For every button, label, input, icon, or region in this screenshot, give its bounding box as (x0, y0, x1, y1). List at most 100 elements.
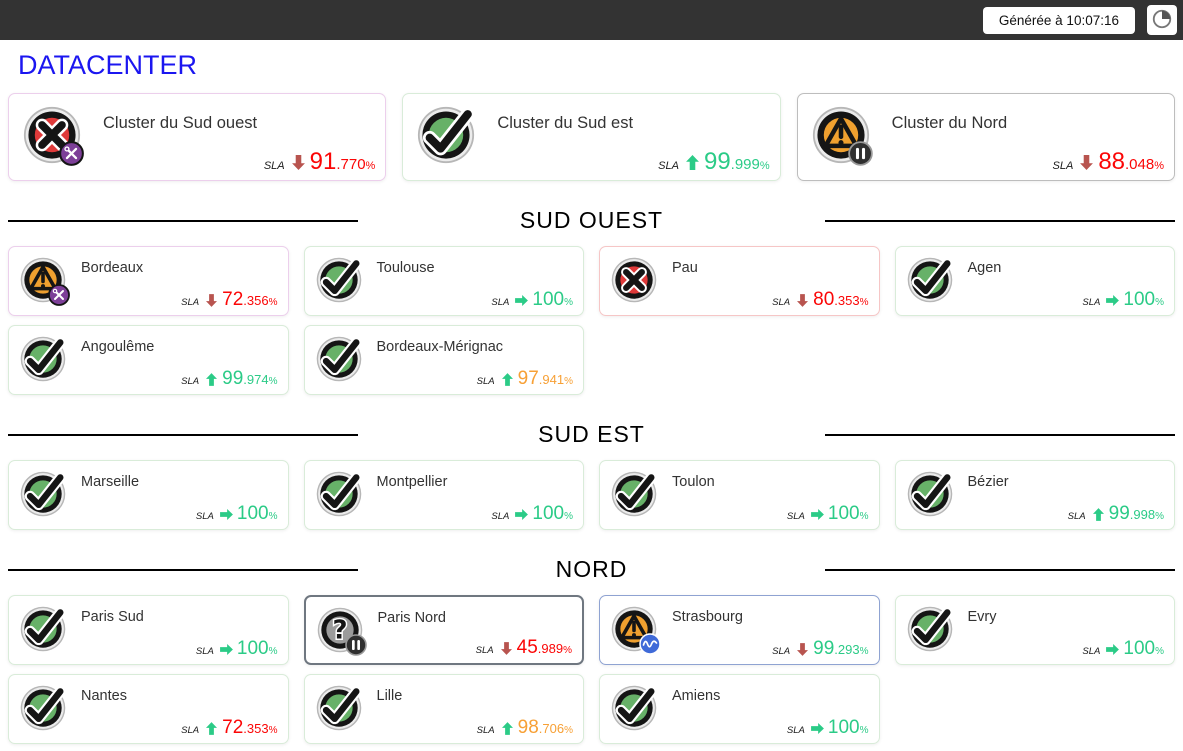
section-cards-grid: Bordeaux SLA 72.356% Toulouse SLA 100% (8, 246, 1175, 395)
trend-arrow-icon (797, 293, 809, 307)
section-header: SUD OUEST (8, 207, 1175, 234)
sections-root: SUD OUEST Bordeaux SLA 72.356% Tou (8, 207, 1175, 744)
status-card[interactable]: Agen SLA 100% (894, 246, 1175, 316)
page-title[interactable]: DATACENTER (18, 50, 198, 80)
section-title: SUD OUEST (519, 207, 664, 233)
region-section: NORD Paris Sud SLA 100% ? Paris Nord (8, 556, 1175, 744)
sla-value: 98.706% (518, 717, 573, 739)
section-divider-left (8, 568, 359, 571)
sla-value: 45.989% (517, 637, 572, 659)
status-card[interactable]: Amiens SLA 100% (599, 674, 880, 744)
status-card[interactable]: Toulon SLA 100% (599, 460, 880, 530)
card-title: Lille (376, 688, 403, 704)
trend-arrow-icon (515, 508, 529, 521)
sla-value-integer: 91 (309, 148, 337, 175)
status-card[interactable]: Montpellier SLA 100% (303, 460, 584, 530)
sla-value-integer: 100 (236, 638, 269, 659)
generated-at-badge: Générée à 10:07:16 (982, 6, 1135, 34)
sla-percent-sign: % (365, 160, 376, 172)
sla-value-integer: 99 (703, 148, 731, 175)
status-icon (316, 685, 362, 731)
sla-label: SLA (772, 646, 791, 657)
status-icon (907, 471, 953, 517)
status-card[interactable]: Marseille SLA 100% (8, 460, 289, 530)
card-title: Montpellier (376, 474, 448, 490)
sla-value-integer: 80 (813, 289, 835, 310)
sla-value: 100% (532, 289, 573, 311)
status-badge-icon (48, 284, 70, 306)
status-card[interactable]: ? Paris Nord SLA 45.989% (303, 595, 584, 665)
sla-percent-sign: % (759, 160, 770, 172)
card-title: Bordeaux (81, 260, 144, 276)
section-cards-grid: Marseille SLA 100% Montpellier SLA 100% (8, 460, 1175, 530)
trend-arrow-icon (219, 508, 233, 521)
section-divider-left (8, 433, 359, 436)
trend-arrow-icon (501, 721, 513, 735)
sla-percent-sign: % (859, 511, 869, 522)
trend-arrow-icon (1106, 294, 1120, 307)
status-card[interactable]: Angoulême SLA 99.974% (8, 325, 289, 395)
status-card[interactable]: Nantes SLA 72.353% (8, 674, 289, 744)
status-card[interactable]: Bordeaux SLA 72.356% (8, 246, 289, 316)
sla-percent-sign: % (268, 376, 278, 387)
sla-percent-sign: % (1154, 160, 1164, 172)
card-title: Amiens (672, 688, 721, 704)
status-card[interactable]: Cluster du Nord SLA 88.048% (796, 93, 1175, 181)
pie-clock-icon (1151, 8, 1173, 33)
card-title: Toulouse (376, 260, 435, 276)
sla-percent-sign: % (564, 511, 573, 522)
status-icon (417, 106, 475, 164)
sla-label: SLA (786, 725, 805, 736)
section-title: SUD EST (538, 421, 645, 447)
sla-label: SLA (772, 297, 791, 308)
sla-value: 100% (237, 503, 278, 525)
status-card[interactable]: Bordeaux-Mérignac SLA 97.941% (303, 325, 584, 395)
sla-value: 100% (1123, 289, 1164, 311)
status-card[interactable]: Evry SLA 100% (894, 595, 1175, 665)
sla-indicator: SLA 100% (1082, 289, 1164, 311)
sla-label: SLA (1082, 297, 1101, 308)
sla-label: SLA (476, 376, 495, 387)
sla-indicator: SLA 91.770% (264, 148, 375, 176)
sla-indicator: SLA 97.941% (477, 368, 573, 390)
sla-indicator: SLA 80.353% (772, 289, 868, 311)
sla-indicator: SLA 100% (196, 503, 278, 525)
sla-indicator: SLA 99.974% (181, 368, 277, 390)
sla-indicator: SLA 72.353% (181, 717, 277, 739)
sla-label: SLA (1052, 160, 1074, 172)
section-divider-right (824, 433, 1175, 436)
sla-label: SLA (476, 725, 495, 736)
status-card[interactable]: Toulouse SLA 100% (303, 246, 584, 316)
status-card[interactable]: Paris Sud SLA 100% (8, 595, 289, 665)
sla-percent-sign: % (1155, 646, 1164, 657)
sla-value: 100% (237, 638, 278, 660)
refresh-timer-button[interactable] (1147, 5, 1177, 35)
sla-label: SLA (658, 160, 679, 172)
sla-label: SLA (181, 297, 200, 308)
card-title: Cluster du Sud est (497, 114, 634, 132)
trend-arrow-icon (1106, 643, 1120, 656)
sla-label: SLA (491, 511, 510, 522)
trend-arrow-icon (1092, 507, 1104, 521)
status-badge-icon (59, 141, 84, 166)
sla-percent-sign: % (859, 725, 869, 736)
status-card[interactable]: Strasbourg SLA 99.293% (599, 595, 880, 665)
sla-percent-sign: % (564, 297, 573, 308)
sla-percent-sign: % (1155, 297, 1164, 308)
status-badge-icon (344, 634, 367, 656)
sla-value-integer: 100 (532, 503, 565, 524)
status-card[interactable]: Bézier SLA 99.998% (894, 460, 1175, 530)
sla-label: SLA (1082, 646, 1101, 657)
status-card[interactable]: Cluster du Sud ouest SLA 91.770% (8, 93, 387, 181)
sla-indicator: SLA 100% (787, 717, 869, 739)
status-card[interactable]: Cluster du Sud est SLA 99.999% (402, 93, 781, 181)
status-card[interactable]: Lille SLA 98.706% (303, 674, 584, 744)
status-card[interactable]: Pau SLA 80.353% (599, 246, 880, 316)
card-title: Evry (967, 609, 997, 625)
trend-arrow-icon (206, 293, 218, 307)
sla-label: SLA (491, 297, 510, 308)
sla-value-integer: 45 (516, 637, 538, 658)
sla-indicator: SLA 100% (1082, 638, 1164, 660)
trend-arrow-icon (206, 372, 218, 386)
status-icon (611, 471, 657, 517)
